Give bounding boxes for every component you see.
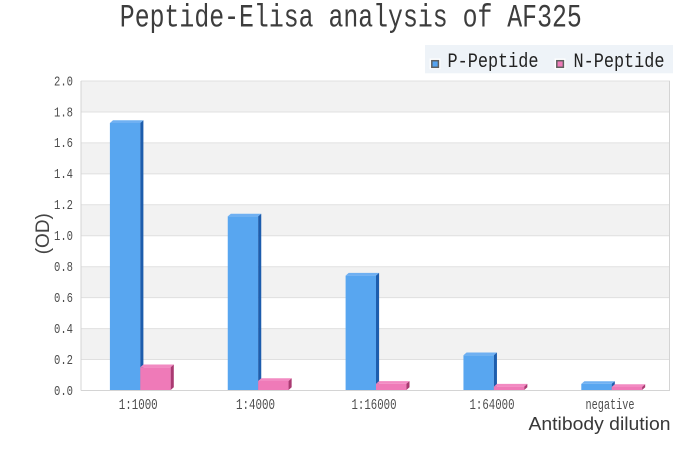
svg-text:P-Peptide: P-Peptide (448, 51, 539, 74)
svg-text:1:16000: 1:16000 (352, 397, 397, 414)
svg-text:N-Peptide: N-Peptide (574, 51, 665, 74)
svg-text:2.0: 2.0 (54, 74, 73, 90)
svg-text:1.2: 1.2 (54, 198, 73, 214)
svg-text:Peptide-Elisa analysis of AF32: Peptide-Elisa analysis of AF325 (120, 0, 582, 37)
svg-text:0.8: 0.8 (54, 260, 73, 276)
svg-text:1.4: 1.4 (54, 167, 73, 183)
svg-text:Antibody dilution: Antibody dilution (529, 413, 671, 434)
svg-text:0.2: 0.2 (54, 353, 73, 369)
svg-text:1.8: 1.8 (54, 105, 73, 121)
svg-text:negative: negative (586, 397, 635, 414)
svg-text:1.0: 1.0 (54, 229, 73, 245)
svg-text:1:4000: 1:4000 (236, 397, 275, 414)
svg-text:0.0: 0.0 (54, 384, 73, 400)
svg-text:1.6: 1.6 (54, 136, 73, 152)
svg-text:1:1000: 1:1000 (119, 397, 158, 414)
svg-text:(OD): (OD) (33, 213, 54, 254)
svg-text:1:64000: 1:64000 (470, 397, 515, 414)
svg-text:0.4: 0.4 (54, 322, 73, 338)
svg-text:0.6: 0.6 (54, 291, 73, 307)
